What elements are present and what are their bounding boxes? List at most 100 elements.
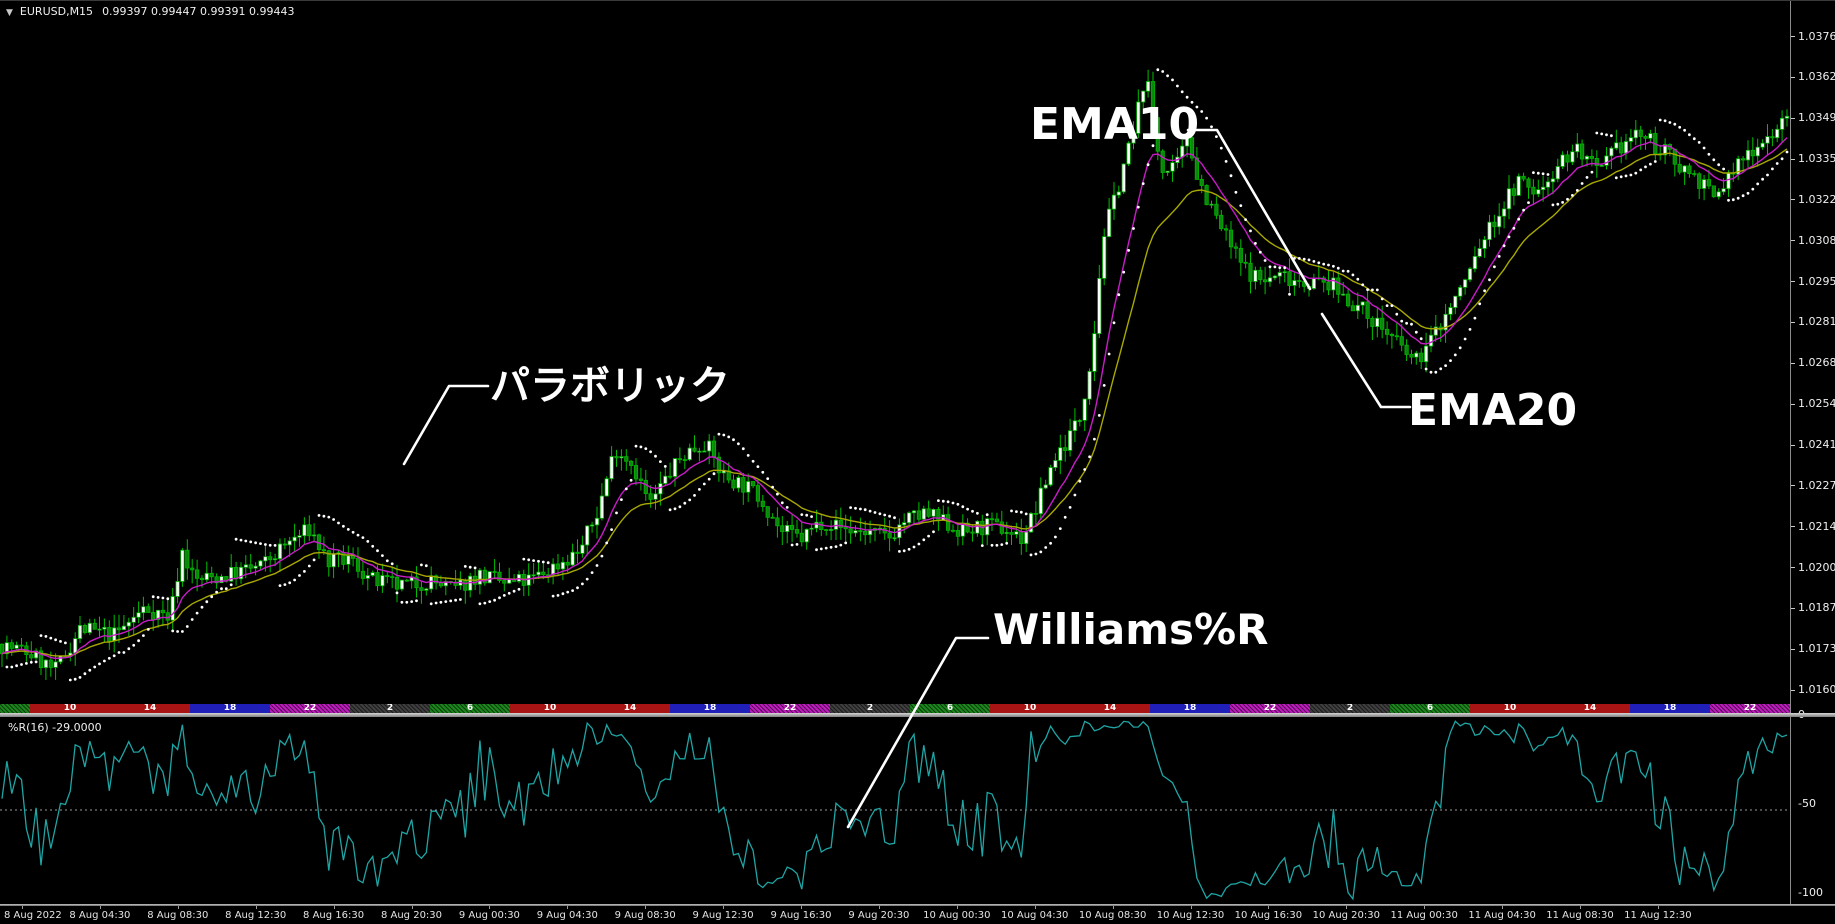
time-axis-tick bbox=[1657, 906, 1659, 909]
time-axis-tick bbox=[1034, 906, 1036, 909]
session-hour-label: 6 bbox=[1426, 704, 1434, 713]
time-axis-tick bbox=[645, 906, 647, 909]
price-axis-tick bbox=[1791, 240, 1795, 242]
time-axis-label: 8 Aug 20:30 bbox=[380, 910, 443, 921]
session-segment: 6 bbox=[910, 704, 990, 713]
price-axis-label: 1.02410 bbox=[1798, 438, 1835, 451]
session-segment: 22 bbox=[270, 704, 350, 713]
time-axis-label: 9 Aug 16:30 bbox=[770, 910, 832, 921]
price-axis-tick bbox=[1791, 567, 1795, 569]
time-axis-tick bbox=[1112, 906, 1114, 909]
time-axis-label: 10 Aug 08:30 bbox=[1078, 910, 1147, 921]
price-axis-tick bbox=[1791, 362, 1795, 364]
price-axis-tick bbox=[1791, 648, 1795, 650]
price-axis-tick bbox=[1791, 321, 1795, 323]
session-segment: 14 bbox=[110, 704, 190, 713]
session-segment: 10 bbox=[510, 704, 590, 713]
wpr-axis-label: -100 bbox=[1798, 885, 1823, 899]
price-axis-tick bbox=[1791, 158, 1795, 160]
price-axis-label: 1.03625 bbox=[1798, 70, 1835, 84]
price-axis-label: 1.03085 bbox=[1798, 233, 1835, 247]
session-hour-label: 10 bbox=[543, 704, 557, 713]
williams-percent-r-plot bbox=[0, 720, 1790, 901]
price-axis-label: 1.03355 bbox=[1798, 152, 1835, 166]
session-hour-label: 22 bbox=[303, 704, 317, 713]
session-segment: 18 bbox=[1630, 704, 1710, 713]
time-axis-label: 11 Aug 00:30 bbox=[1390, 910, 1458, 921]
time-axis-tick bbox=[333, 906, 335, 909]
time-axis-tick bbox=[99, 906, 101, 909]
time-axis-label: 8 Aug 04:30 bbox=[69, 910, 131, 921]
time-axis[interactable]: 8 Aug 2022 8 Aug 04:30 8 Aug 08:30 8 Aug 12… bbox=[0, 906, 1835, 924]
price-axis-label: 1.02815 bbox=[1798, 315, 1835, 329]
chart-dropdown-arrow-icon[interactable]: ▼ bbox=[6, 8, 13, 18]
session-hour-label: 18 bbox=[223, 704, 237, 713]
price-axis-label: 1.03220 bbox=[1798, 192, 1835, 206]
price-axis-label: 1.01600 bbox=[1798, 683, 1835, 697]
wpr-axis-label: -50 bbox=[1798, 796, 1816, 810]
time-axis-tick bbox=[255, 906, 257, 909]
time-axis-tick bbox=[489, 906, 491, 909]
annotation-williams-percent-r: Williams%R bbox=[993, 605, 1269, 654]
price-axis-tick bbox=[1791, 526, 1795, 528]
price-axis-label: 1.02950 bbox=[1798, 274, 1835, 288]
session-segment: 18 bbox=[190, 704, 270, 713]
time-axis-label: 9 Aug 04:30 bbox=[536, 910, 598, 921]
time-axis-tick bbox=[1346, 906, 1348, 909]
time-axis-label: 8 Aug 12:30 bbox=[225, 910, 287, 921]
session-segment: 18 bbox=[1150, 704, 1230, 713]
session-hour-label: 2 bbox=[866, 704, 874, 713]
session-segment: 6 bbox=[430, 704, 510, 713]
session-segment: 22 bbox=[1230, 704, 1310, 713]
session-segment: 22 bbox=[1710, 704, 1790, 713]
time-axis-tick bbox=[1580, 906, 1581, 909]
price-axis[interactable]: 1.03760 1.03625 1.03490 1.03355 1.03220 1.030… bbox=[1790, 1, 1835, 904]
annotation-ema20: EMA20 bbox=[1408, 385, 1578, 436]
annotation-ema10: EMA10 bbox=[1030, 99, 1200, 150]
time-axis-tick bbox=[801, 906, 802, 909]
session-segment: 22 bbox=[750, 704, 830, 713]
price-axis-label: 1.02275 bbox=[1798, 478, 1835, 492]
price-axis-label: 1.02005 bbox=[1798, 560, 1835, 574]
wpr-indicator-label: %R(16) -29.0000 bbox=[8, 721, 102, 734]
annotation-parabolic-sar: パラボリック bbox=[490, 363, 730, 409]
price-chart-canvas[interactable]: ▼ EURUSD,M15 0.99397 0.99447 0.99391 0.994… bbox=[0, 1, 1790, 704]
price-axis-label: 1.02140 bbox=[1798, 519, 1835, 533]
session-segment: 2 bbox=[830, 704, 910, 713]
time-axis-tick bbox=[567, 906, 569, 909]
session-segment bbox=[0, 704, 30, 713]
price-axis-tick bbox=[1791, 117, 1795, 119]
time-axis-label: 8 Aug 2022 bbox=[4, 910, 62, 921]
price-axis-tick bbox=[1791, 36, 1795, 37]
price-axis-label: 1.03760 bbox=[1798, 29, 1835, 43]
time-axis-label: 9 Aug 20:30 bbox=[848, 910, 910, 921]
session-bar: 10 14 18 22 2 6 10 14 18 22 2 6 10 14 18 22 2 6 10 14 18 22 bbox=[0, 704, 1790, 713]
time-axis-label: 8 Aug 16:30 bbox=[303, 910, 365, 921]
panel-separator-bottom[interactable] bbox=[0, 904, 1835, 906]
price-axis-tick bbox=[1791, 485, 1795, 487]
session-hour-label: 18 bbox=[703, 704, 717, 713]
session-hour-label: 10 bbox=[63, 704, 77, 713]
session-hour-label: 6 bbox=[466, 704, 474, 713]
time-axis-tick bbox=[177, 906, 179, 909]
time-axis-tick bbox=[1502, 906, 1504, 909]
time-axis-tick bbox=[22, 906, 23, 909]
session-segment: 10 bbox=[30, 704, 110, 713]
panel-separator[interactable] bbox=[0, 713, 1835, 717]
time-axis-label: 9 Aug 12:30 bbox=[692, 910, 754, 921]
time-axis-label: 10 Aug 04:30 bbox=[1000, 910, 1069, 921]
time-axis-label: 11 Aug 04:30 bbox=[1468, 910, 1536, 921]
session-hour-label: 14 bbox=[1583, 704, 1597, 713]
price-axis-label: 1.01735 bbox=[1798, 642, 1835, 656]
session-segment: 14 bbox=[590, 704, 670, 713]
price-axis-tick bbox=[1791, 199, 1795, 201]
time-axis-tick bbox=[956, 906, 958, 909]
session-segment: 10 bbox=[1470, 704, 1550, 713]
session-hour-label: 22 bbox=[1263, 704, 1277, 713]
time-axis-tick bbox=[1190, 906, 1192, 909]
price-axis-label: 1.02545 bbox=[1798, 397, 1835, 411]
price-axis-label: 1.03490 bbox=[1798, 111, 1835, 125]
session-hour-label: 22 bbox=[783, 704, 797, 713]
wpr-panel-canvas[interactable]: %R(16) -29.0000 bbox=[0, 717, 1790, 904]
price-axis-tick bbox=[1791, 76, 1795, 78]
